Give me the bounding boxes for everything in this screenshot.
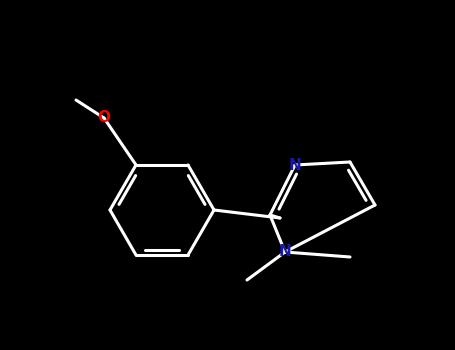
Text: N: N <box>278 245 291 259</box>
Text: N: N <box>288 158 301 173</box>
Text: O: O <box>97 111 111 126</box>
